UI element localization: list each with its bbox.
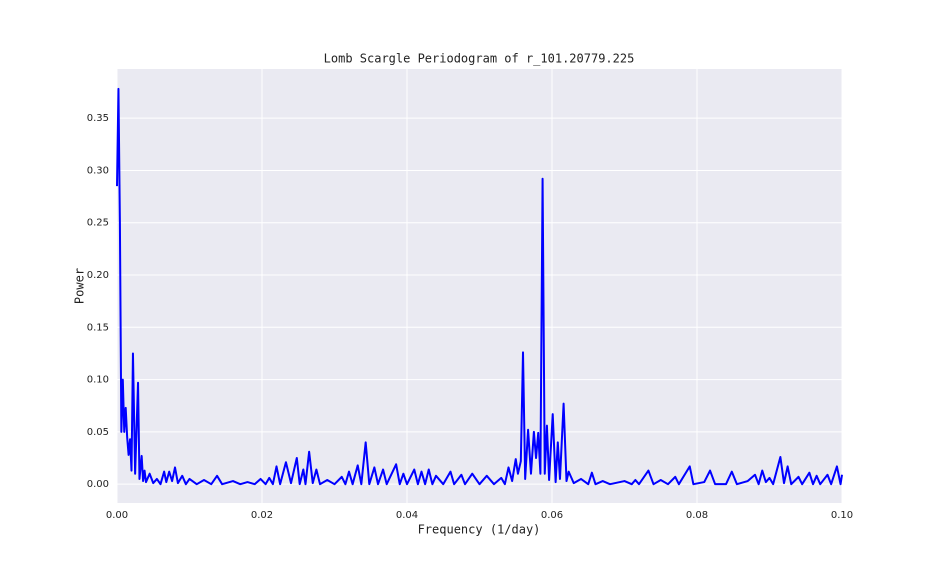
y-tick-label: 0.10 xyxy=(87,375,109,386)
y-tick-label: 0.25 xyxy=(87,218,109,229)
x-tick-label: 0.04 xyxy=(396,510,418,521)
x-tick-label: 0.10 xyxy=(831,510,853,521)
x-tick-label: 0.08 xyxy=(686,510,708,521)
y-tick-label: 0.05 xyxy=(87,427,109,438)
y-tick-label: 0.00 xyxy=(87,479,109,490)
y-tick-label: 0.30 xyxy=(87,165,109,176)
x-tick-label: 0.00 xyxy=(106,510,128,521)
y-tick-label: 0.35 xyxy=(87,113,109,124)
y-tick-label: 0.20 xyxy=(87,270,109,281)
y-tick-label: 0.15 xyxy=(87,322,109,333)
data-line xyxy=(116,87,843,486)
x-tick-label: 0.02 xyxy=(251,510,273,521)
x-axis-label: Frequency (1/day) xyxy=(418,523,541,537)
x-tick-label: 0.06 xyxy=(541,510,563,521)
y-axis-label: Power xyxy=(73,268,87,304)
plot-area xyxy=(117,69,842,503)
chart-title: Lomb Scargle Periodogram of r_101.20779.… xyxy=(324,52,635,66)
